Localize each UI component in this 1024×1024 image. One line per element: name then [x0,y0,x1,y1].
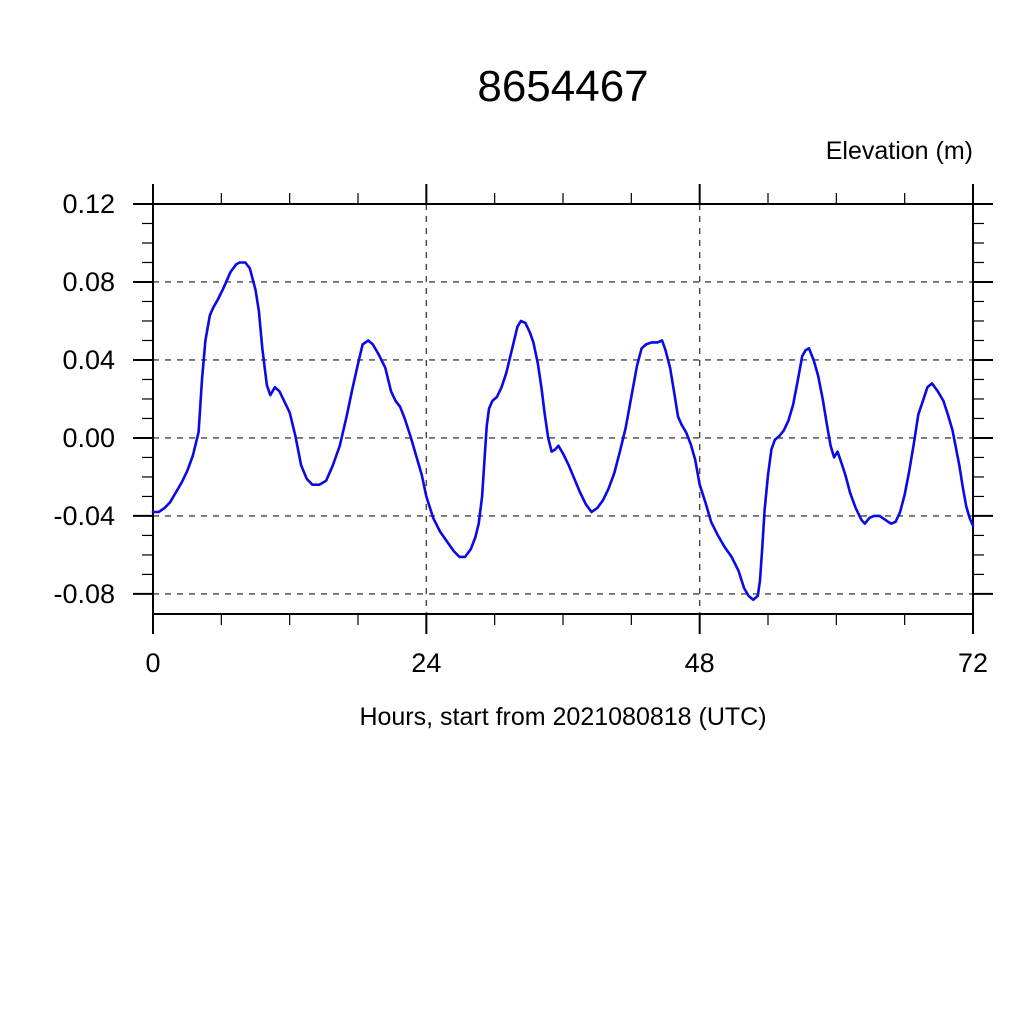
x-tick-label: 24 [411,648,441,678]
y-tick-label: 0.04 [62,345,115,375]
x-tick-label: 72 [958,648,988,678]
x-axis-label: Hours, start from 2021080818 (UTC) [359,703,767,731]
y-tick-label: 0.00 [62,423,115,453]
y-tick-label: 0.08 [62,267,115,297]
y-tick-label: -0.04 [53,501,115,531]
x-tick-label: 48 [685,648,715,678]
y-tick-label: -0.08 [53,579,115,609]
plot-frame [152,203,974,615]
elevation-axis-label: Elevation (m) [825,137,973,165]
page-title: 8654467 [477,62,649,111]
y-tick-label: 0.12 [62,189,115,219]
x-tick-label: 0 [145,648,160,678]
elevation-line [151,261,975,602]
